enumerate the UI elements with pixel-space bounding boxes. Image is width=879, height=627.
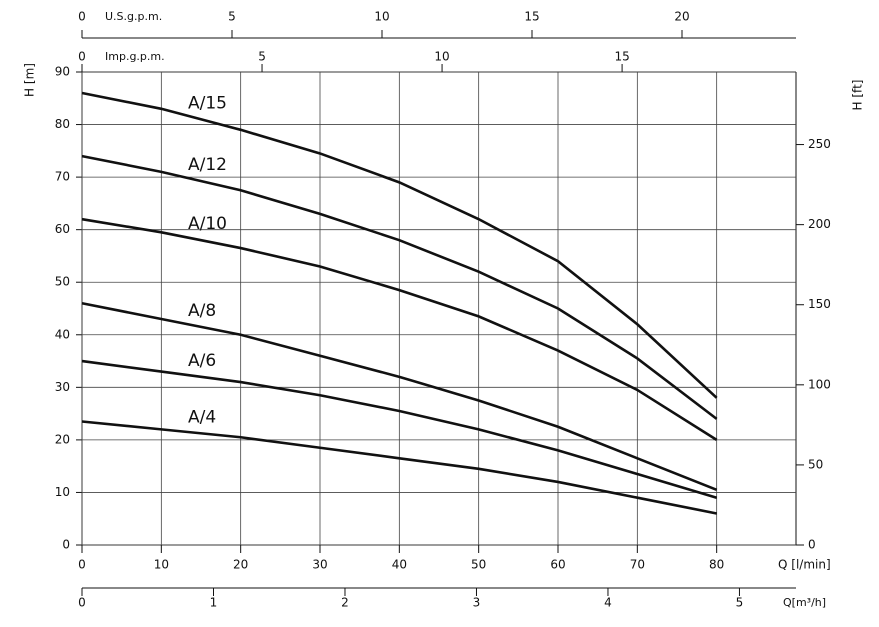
x-tick-label: 30 [312,558,327,572]
x-tick-label: 50 [471,558,486,572]
curve-label: A/10 [188,214,227,234]
pump-curve [81,91,718,399]
y-tick-label: 90 [55,65,70,79]
extra-tick-label: 15 [614,50,629,64]
pump-curve [81,301,718,492]
pump-curve [81,359,718,499]
extra-tick-label: 5 [228,10,236,24]
y-tick-label: 50 [55,275,70,289]
extra-axis-label: Imp.g.p.m. [105,50,165,63]
extra-tick-label: 1 [210,596,218,610]
extra-tick-label: 2 [341,596,349,610]
y-tick-label: 40 [55,327,70,341]
curve-label: A/8 [188,301,216,321]
y2-tick-label: 200 [808,217,831,231]
extra-tick-label: 0 [78,596,86,610]
extra-tick-label: 0 [78,10,86,24]
extra-tick-label: 5 [736,596,744,610]
extra-tick-label: 20 [674,10,689,24]
extra-axis-label: U.S.g.p.m. [105,10,162,23]
extra-tick-label: 15 [524,10,539,24]
x-axis-label: Q [l/min] [778,558,831,572]
y2-tick-label: 50 [808,457,823,471]
x-tick-label: 80 [709,558,724,572]
y-tick-label: 60 [55,222,70,236]
curve-label: A/6 [188,351,216,371]
y-tick-label: 80 [55,117,70,131]
extra-tick-label: 4 [604,596,612,610]
extra-tick-label: 0 [78,50,86,64]
extra-axis-label: Q[m³/h] [783,596,826,609]
x-tick-label: 60 [550,558,565,572]
y-tick-label: 70 [55,170,70,184]
extra-tick-label: 10 [374,10,389,24]
pump-curve [81,420,717,515]
y2-tick-label: 250 [808,137,831,151]
curve-label: A/4 [188,407,216,427]
x-tick-label: 0 [78,558,86,572]
x-tick-label: 20 [233,558,248,572]
curve-label: A/15 [188,93,227,113]
pump-curve [81,154,718,420]
y-tick-label: 0 [62,538,70,552]
y2-tick-label: 0 [808,538,816,552]
y-tick-label: 20 [55,432,70,446]
extra-tick-label: 10 [434,50,449,64]
extra-tick-label: 3 [473,596,481,610]
y-axis-label: H [m] [23,63,37,97]
extra-tick-label: 5 [258,50,266,64]
y2-tick-label: 150 [808,297,831,311]
y2-axis-label: H [ft] [851,80,865,111]
y-tick-label: 30 [55,380,70,394]
x-tick-label: 70 [630,558,645,572]
y2-tick-label: 100 [808,377,831,391]
x-tick-label: 10 [154,558,169,572]
y-tick-label: 10 [55,485,70,499]
pump-curve [81,217,718,441]
x-tick-label: 40 [392,558,407,572]
curve-label: A/12 [188,155,227,175]
